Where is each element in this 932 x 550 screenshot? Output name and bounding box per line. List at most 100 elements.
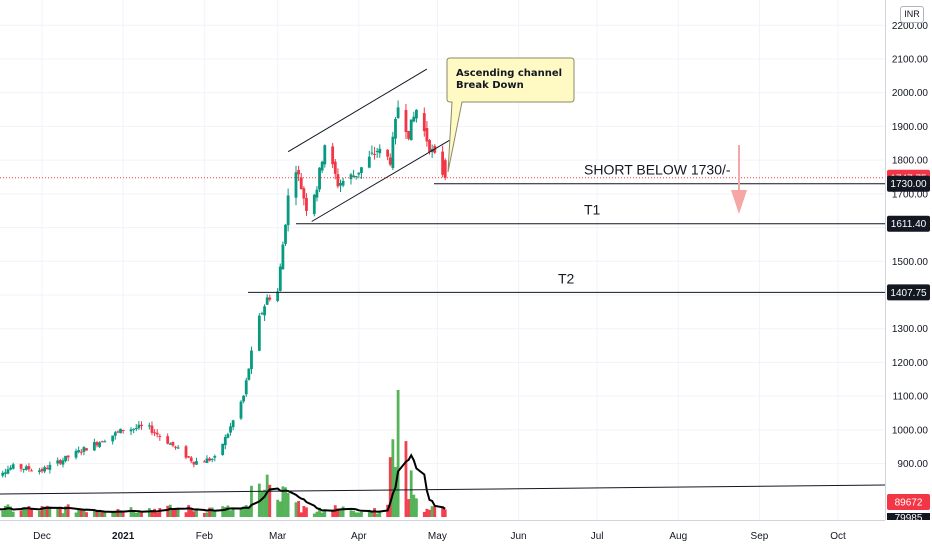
volume-bar	[187, 505, 191, 517]
time-tick-label: 2021	[112, 531, 135, 542]
volume-badge-bg	[887, 494, 930, 510]
candle-body	[422, 113, 426, 132]
volume-bar	[320, 512, 324, 517]
candle-body	[378, 148, 382, 154]
arrow-head	[731, 190, 747, 214]
channel-lower-line[interactable]	[311, 137, 454, 222]
candle-body	[297, 170, 301, 175]
horizontal-levels[interactable]: SHORT BELOW 1730/- T1 T2	[248, 162, 885, 293]
candle-body	[27, 466, 31, 470]
price-tick-label: 2100.00	[892, 55, 929, 66]
t1-level-label: T1	[584, 202, 601, 218]
candle-body	[43, 467, 47, 472]
level-badge: 1407.75	[890, 288, 927, 299]
candle-body	[158, 436, 162, 438]
candle-body	[95, 442, 99, 446]
candle-body	[6, 469, 10, 474]
time-tick-label: Mar	[269, 531, 287, 542]
callout-line: Ascending channel	[456, 68, 562, 79]
volume-bar	[284, 487, 287, 517]
candle-body	[202, 461, 206, 463]
candle-body	[19, 464, 23, 469]
candle-body	[412, 116, 416, 122]
candle-body	[134, 427, 138, 429]
candle-body	[443, 160, 447, 178]
volume-bar	[92, 510, 96, 517]
candle-body	[268, 297, 272, 300]
volume-bar	[9, 506, 12, 517]
volume-bar	[22, 507, 26, 517]
candle-body	[257, 315, 261, 351]
candle-body	[184, 446, 188, 458]
volume-bar	[56, 507, 60, 517]
volume-bar	[24, 508, 28, 517]
volume-badge-partial-bg	[887, 513, 930, 520]
volume-bar	[250, 485, 253, 517]
time-tick-label: Jun	[510, 531, 526, 542]
candle-body	[265, 297, 269, 305]
level-badge: 1611.40	[891, 219, 927, 230]
candle-body	[394, 118, 397, 139]
volume-bar	[239, 508, 243, 517]
candle-body	[407, 130, 410, 139]
callout-box[interactable]	[446, 57, 575, 173]
candle-body	[189, 457, 193, 462]
price-tick-label: 1900.00	[892, 122, 929, 133]
volume-bar	[95, 511, 99, 517]
channel-upper-line[interactable]	[287, 68, 428, 153]
volume-bar	[150, 510, 154, 517]
volume-bar	[189, 508, 193, 517]
level-badge-bg	[887, 175, 930, 192]
volume-bar	[375, 513, 379, 517]
volume-bar	[121, 512, 125, 517]
volume-bar	[336, 508, 340, 517]
volume-bar	[373, 508, 376, 517]
price-tick-label: 2000.00	[892, 88, 929, 99]
candle-body	[336, 174, 340, 187]
candle-body	[352, 175, 355, 178]
volume-bar	[74, 512, 78, 517]
candle-body	[3, 472, 7, 474]
volume-bar	[323, 510, 327, 517]
candle-body	[82, 447, 86, 452]
price-tick-label: 1500.00	[892, 257, 929, 268]
volume-bar	[412, 494, 416, 517]
volume-bar	[430, 506, 434, 517]
volume-bar	[415, 498, 418, 517]
candlesticks	[1, 100, 447, 478]
time-tick-label: Sep	[751, 531, 769, 542]
price-tick-label: 1800.00	[892, 156, 929, 167]
candle-body	[239, 401, 243, 419]
candle-body	[92, 442, 96, 451]
candle-body	[74, 450, 78, 458]
volume-bar	[318, 507, 321, 517]
candle-body	[56, 460, 60, 464]
candle-body	[77, 450, 81, 453]
candle-body	[119, 428, 122, 434]
candle-body	[208, 458, 211, 461]
volume-bar	[226, 505, 230, 517]
volume-bar	[242, 506, 246, 517]
volume-bar	[103, 512, 107, 517]
candle-body	[354, 175, 358, 177]
candle-body	[286, 195, 290, 226]
volume-bar	[3, 505, 7, 517]
ascending-channel[interactable]	[287, 68, 454, 222]
price-axis[interactable]: 900.001000.001100.001200.001300.001400.0…	[885, 0, 929, 520]
volume-bar	[129, 507, 133, 517]
time-axis[interactable]: Dec 2021 Feb Mar Apr May Jun Jul Aug Sep Oct	[0, 520, 885, 543]
volume-bar	[354, 512, 358, 517]
volume-bar	[147, 508, 151, 517]
candle-body	[284, 224, 287, 244]
volume-bar	[176, 507, 180, 517]
time-tick-label: Dec	[33, 531, 51, 542]
volume-bar	[30, 508, 33, 517]
price-tick-label: 1200.00	[892, 358, 929, 369]
candle-body	[22, 468, 26, 470]
currency-badge[interactable]: INR	[900, 6, 924, 23]
volume-bar	[391, 439, 395, 517]
candle-body	[229, 426, 232, 433]
candle-body	[213, 456, 217, 458]
